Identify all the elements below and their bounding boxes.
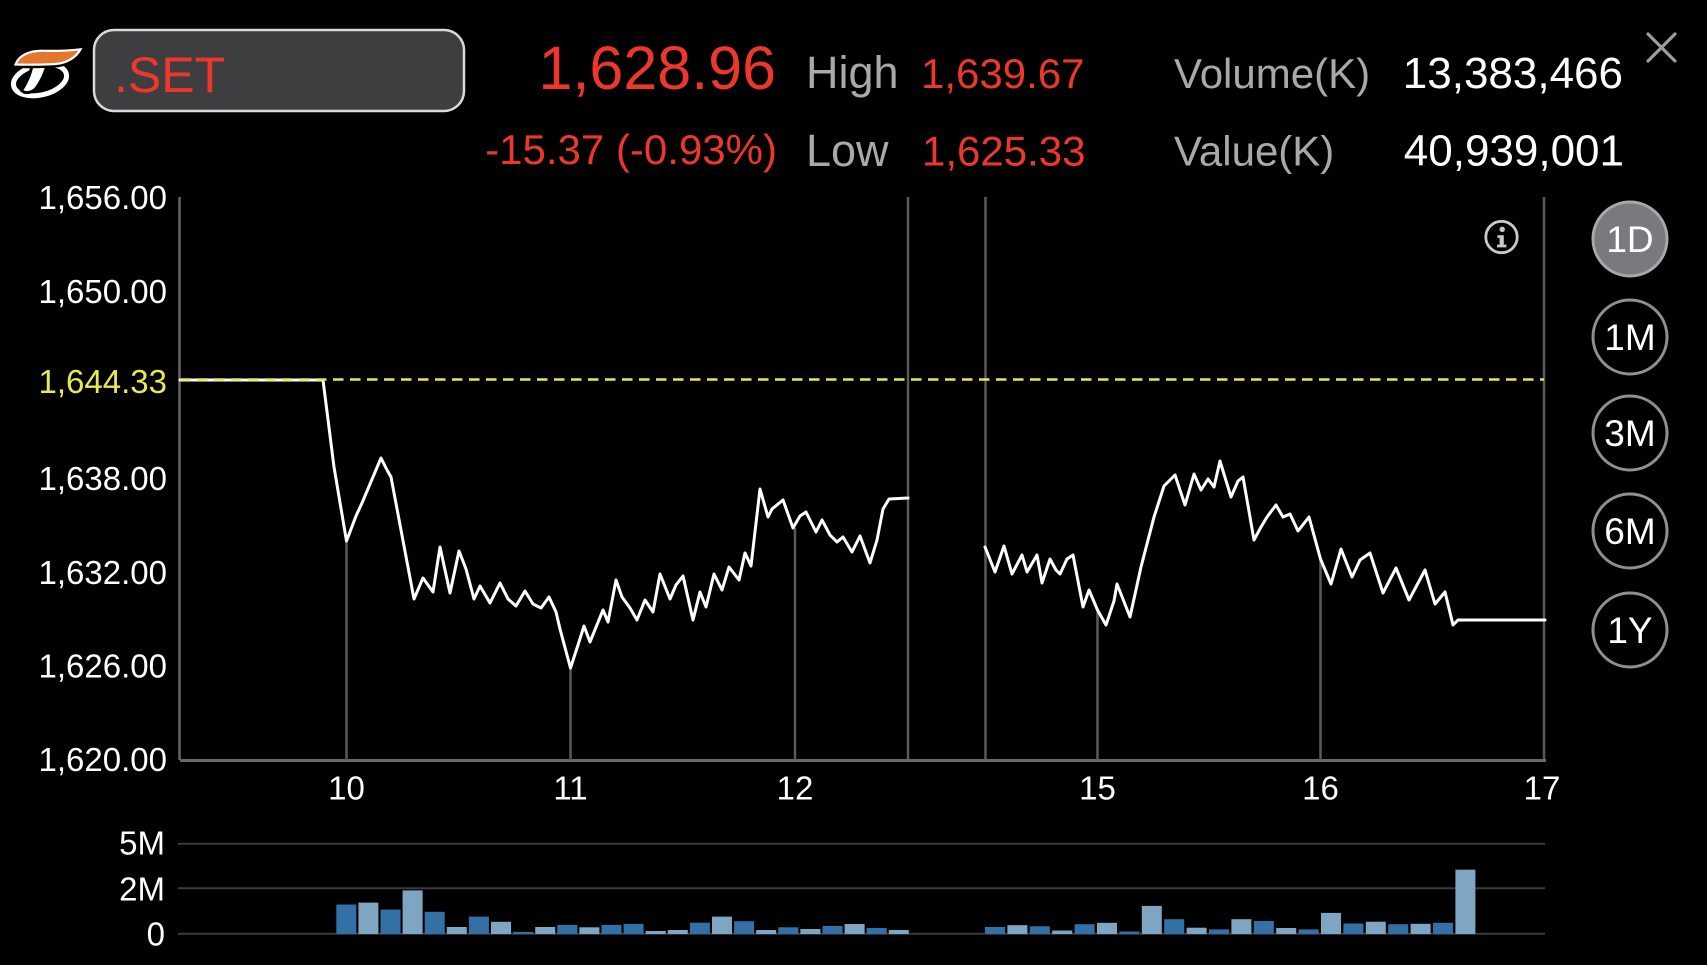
svg-text:1,628.96: 1,628.96 — [539, 34, 776, 102]
svg-text:13,383,466: 13,383,466 — [1403, 49, 1623, 98]
svg-text:1,656.00: 1,656.00 — [39, 179, 167, 216]
svg-text:1,632.00: 1,632.00 — [39, 554, 167, 591]
svg-text:1,650.00: 1,650.00 — [39, 273, 167, 310]
svg-text:10: 10 — [328, 770, 365, 807]
svg-text:16: 16 — [1302, 770, 1339, 807]
svg-text:1,644.33: 1,644.33 — [39, 363, 167, 400]
svg-text:0: 0 — [147, 916, 165, 953]
svg-text:Value(K): Value(K) — [1174, 128, 1334, 175]
svg-text:1,626.00: 1,626.00 — [39, 648, 167, 685]
svg-text:1M: 1M — [1604, 317, 1655, 358]
svg-text:1,625.33: 1,625.33 — [922, 128, 1086, 175]
svg-text:-15.37 (-0.93%): -15.37 (-0.93%) — [485, 126, 777, 173]
svg-text:11: 11 — [553, 770, 587, 807]
svg-text:6M: 6M — [1604, 511, 1655, 552]
svg-text:.SET: .SET — [114, 47, 225, 103]
svg-text:40,939,001: 40,939,001 — [1404, 127, 1624, 176]
svg-text:1,620.00: 1,620.00 — [39, 741, 167, 778]
svg-text:2M: 2M — [119, 871, 165, 908]
svg-text:1,638.00: 1,638.00 — [39, 460, 167, 497]
svg-text:1Y: 1Y — [1607, 610, 1652, 651]
svg-text:17: 17 — [1524, 770, 1561, 807]
svg-text:15: 15 — [1079, 770, 1116, 807]
svg-text:3M: 3M — [1604, 413, 1655, 454]
svg-text:High: High — [806, 47, 899, 98]
svg-text:1,639.67: 1,639.67 — [921, 50, 1085, 97]
svg-text:1D: 1D — [1606, 219, 1653, 260]
svg-text:5M: 5M — [119, 825, 165, 862]
svg-text:Volume(K): Volume(K) — [1174, 50, 1370, 97]
svg-text:Low: Low — [806, 125, 889, 176]
svg-text:12: 12 — [777, 770, 814, 807]
